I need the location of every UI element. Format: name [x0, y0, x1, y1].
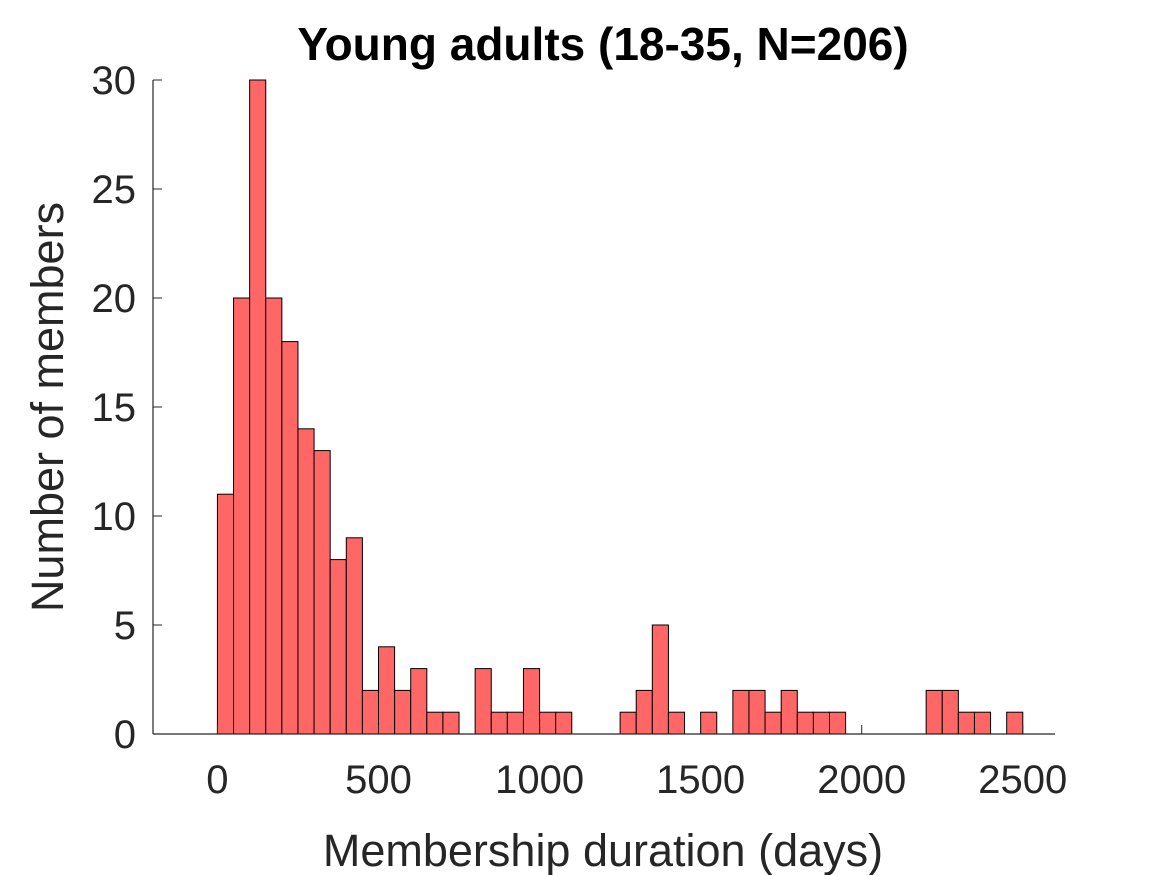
- histogram-bar: [651, 624, 669, 735]
- y-tick-label: 10: [92, 495, 137, 539]
- histogram-bar: [249, 79, 267, 735]
- histogram-bar: [667, 711, 686, 735]
- histogram-bar: [297, 428, 315, 735]
- y-ticks: 0 5 10 15 20 25 30: [92, 59, 162, 757]
- histogram-bar: [506, 711, 524, 735]
- x-tick-label: 0: [206, 758, 228, 802]
- histogram-bar: [796, 711, 814, 735]
- histogram-bar: [410, 668, 428, 735]
- y-tick-label: 5: [114, 604, 136, 648]
- histogram-bar: [941, 689, 959, 735]
- histogram-bar: [700, 711, 718, 735]
- histogram-bar: [378, 646, 396, 735]
- histogram-bar: [345, 537, 363, 735]
- histogram-bar: [233, 297, 251, 735]
- histogram-bar: [829, 711, 847, 735]
- x-ticks: 0 500 1000 1500 2000 2500: [206, 725, 1067, 802]
- histogram-bar: [361, 689, 379, 735]
- y-tick-label: 30: [92, 59, 137, 103]
- x-tick-label: 1000: [495, 758, 584, 802]
- y-tick-label: 25: [92, 168, 137, 212]
- histogram-bar: [539, 711, 557, 735]
- histogram-bar: [281, 341, 299, 735]
- histogram-bar: [394, 689, 412, 735]
- y-tick-label: 20: [92, 277, 137, 321]
- histogram-bar: [732, 689, 750, 735]
- histogram-bar: [780, 689, 798, 735]
- x-axis-label: Membership duration (days): [323, 825, 883, 875]
- y-axis-label: Number of members: [22, 202, 73, 612]
- histogram-bar: [973, 711, 992, 735]
- histogram-bar: [812, 711, 831, 735]
- histogram-bar: [957, 711, 975, 735]
- histogram-bar: [474, 668, 492, 735]
- histogram-bar: [1006, 711, 1024, 735]
- y-tick-label: 0: [114, 713, 136, 757]
- histogram-bar: [748, 689, 766, 735]
- histogram-bar: [619, 711, 637, 735]
- histogram-bar: [265, 297, 283, 735]
- bars-group: [216, 79, 1024, 735]
- histogram-bar: [522, 668, 541, 735]
- x-tick-label: 1500: [656, 758, 745, 802]
- histogram-bar: [490, 711, 508, 735]
- histogram-bar: [216, 493, 235, 735]
- histogram-bar: [635, 689, 653, 735]
- x-tick-label: 500: [345, 758, 412, 802]
- x-tick-label: 2500: [978, 758, 1067, 802]
- histogram-bar: [313, 450, 331, 735]
- histogram-bar: [329, 559, 347, 735]
- y-tick-label: 15: [92, 386, 137, 430]
- histogram-bar: [426, 711, 444, 735]
- histogram-bar: [925, 689, 943, 735]
- x-tick-label: 2000: [817, 758, 906, 802]
- histogram-bar: [555, 711, 573, 735]
- histogram-bar: [764, 711, 782, 735]
- histogram-bar: [442, 711, 460, 735]
- chart-title: Young adults (18-35, N=206): [297, 18, 908, 70]
